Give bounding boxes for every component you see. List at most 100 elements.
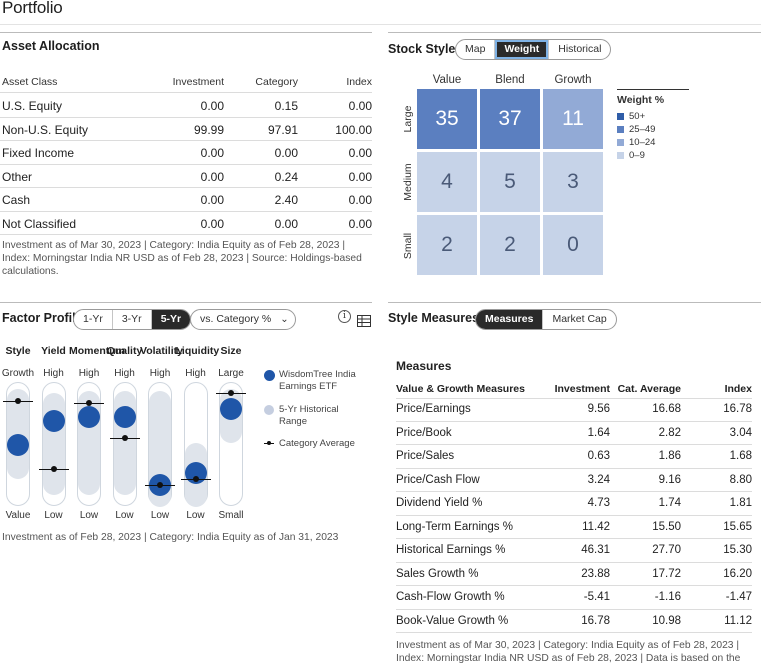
col-asset-class: Asset Class (2, 76, 58, 88)
category-legend-label: Category Average (279, 438, 355, 449)
col-m-index: Index (724, 383, 752, 395)
tab-weight[interactable]: Weight (494, 40, 549, 59)
fund-factor-dot[interactable] (7, 434, 29, 456)
factor-track (180, 382, 211, 507)
fund-factor-dot[interactable] (42, 410, 65, 432)
legend-label: 25–49 (629, 124, 656, 135)
factor-low-label: Low (150, 510, 170, 521)
investment-cell: 23.88 (581, 567, 610, 580)
index-cell: 1.68 (729, 450, 752, 462)
style-box-cell[interactable]: 11 (543, 89, 603, 149)
category-legend-dot (267, 441, 271, 445)
measures-header: Value & Growth Measures Investment Cat. … (396, 378, 752, 399)
investment-cell: 0.63 (587, 450, 610, 462)
cat-average-cell: 10.98 (652, 614, 681, 627)
factor-track (38, 382, 69, 506)
factor-track (109, 382, 140, 506)
investment-cell: 3.24 (587, 473, 610, 486)
style-col-value: Value (432, 74, 462, 86)
investment-cell: 16.78 (581, 614, 610, 627)
investment-cell: 0.00 (200, 99, 224, 113)
tab-map[interactable]: Map (465, 43, 486, 55)
tab-measures[interactable]: Measures (476, 310, 543, 329)
table-row: Not Classified 0.00 0.00 0.00 (0, 212, 372, 235)
historical-range-bar (42, 393, 65, 495)
style-box-cell[interactable]: 35 (417, 89, 477, 149)
legend-rule (617, 89, 689, 90)
style-box-cell[interactable]: 4 (417, 152, 477, 212)
index-cell: 15.65 (723, 520, 752, 533)
fund-factor-dot[interactable] (113, 406, 136, 428)
cat-average-cell: 2.82 (658, 426, 681, 439)
table-row: Sales Growth % 23.88 17.72 16.20 (396, 563, 752, 586)
factor-name-quality: Quality (106, 345, 143, 357)
factor-high-label: Large (218, 368, 244, 379)
category-average-marker (74, 400, 104, 406)
stock-style-top-rule (388, 32, 761, 33)
index-cell: 0.00 (348, 99, 372, 113)
fund-factor-dot[interactable] (220, 398, 242, 420)
category-average-marker (145, 482, 175, 488)
factor-name-momentum: Momentum (69, 345, 125, 357)
comparison-dropdown[interactable]: vs. Category % ⌄ (190, 309, 296, 330)
index-cell: 16.78 (723, 403, 752, 415)
investment-cell: 0.00 (200, 146, 224, 160)
factor-track (3, 382, 33, 506)
measure-name-cell: Price/Cash Flow (396, 473, 480, 486)
tab-3yr[interactable]: 3-Yr (111, 310, 151, 329)
range-legend-label: 5-Yr Historical Range (279, 404, 339, 427)
col-measure: Value & Growth Measures (396, 383, 525, 395)
style-box-cell[interactable]: 3 (543, 152, 603, 212)
table-row: Price/Cash Flow 3.24 9.16 8.80 (396, 469, 752, 492)
category-average-marker (109, 435, 140, 441)
tab-5yr[interactable]: 5-Yr (150, 310, 191, 329)
style-box-cell[interactable]: 2 (480, 215, 540, 275)
style-box-cell[interactable]: 2 (417, 215, 477, 275)
factor-low-label: Low (44, 510, 63, 521)
tab-1yr[interactable]: 1-Yr (83, 313, 103, 325)
col-investment: Investment (172, 76, 224, 88)
info-icon[interactable]: i (338, 310, 351, 323)
measure-name-cell: Price/Sales (396, 450, 455, 462)
table-row: Price/Book 1.64 2.82 3.04 (396, 422, 752, 445)
stock-style-title: Stock Style (388, 42, 456, 56)
index-cell: 100.00 (335, 122, 372, 137)
weight-legend-item: 10–24 (617, 137, 655, 148)
measure-name-cell: Cash-Flow Growth % (396, 591, 505, 603)
col-m-investment: Investment (554, 383, 610, 395)
index-cell: 1.81 (729, 497, 752, 509)
fund-factor-dot[interactable] (184, 462, 207, 484)
tab-historical[interactable]: Historical (548, 40, 610, 59)
table-row: Cash-Flow Growth % -5.41 -1.16 -1.47 (396, 586, 752, 610)
investment-cell: 1.64 (587, 426, 610, 439)
cat-average-cell: 1.86 (658, 450, 681, 462)
category-cell: 0.24 (274, 169, 298, 184)
style-box-cell[interactable]: 37 (480, 89, 540, 149)
cat-average-cell: 15.50 (652, 520, 681, 533)
asset-class-cell: Non-U.S. Equity (2, 122, 89, 137)
table-view-icon[interactable] (357, 314, 371, 327)
index-cell: 8.80 (729, 473, 752, 486)
asset-class-cell: Fixed Income (2, 146, 75, 160)
measure-name-cell: Historical Earnings % (396, 544, 506, 556)
style-box-cell[interactable]: 0 (543, 215, 603, 275)
factor-profile-title: Factor Profile (2, 311, 83, 325)
fund-factor-dot[interactable] (78, 406, 100, 428)
weight-legend-item: 25–49 (617, 124, 655, 135)
factor-profile-note: Investment as of Feb 28, 2023 | Category… (2, 532, 339, 543)
index-cell: 0.00 (348, 146, 372, 160)
table-row: Dividend Yield % 4.73 1.74 1.81 (396, 492, 752, 516)
asset-allocation-note: Investment as of Mar 30, 2023 | Category… (2, 240, 362, 277)
table-row: Historical Earnings % 46.31 27.70 15.30 (396, 539, 752, 563)
legend-swatch (617, 112, 624, 120)
tab-market-cap[interactable]: Market Cap (542, 310, 615, 329)
index-cell: 15.30 (723, 544, 752, 556)
weight-legend-item: 0–9 (617, 150, 645, 161)
table-row: Fixed Income 0.00 0.00 0.00 (0, 141, 372, 165)
style-box-cell[interactable]: 5 (480, 152, 540, 212)
asset-allocation-top-rule (0, 32, 372, 33)
factor-name-volatility: Volatility (140, 345, 183, 357)
factor-period-tabs: 1-Yr 3-Yr 5-Yr (73, 309, 192, 330)
factor-low-label: Low (79, 510, 99, 521)
investment-cell: -5.41 (583, 591, 610, 603)
